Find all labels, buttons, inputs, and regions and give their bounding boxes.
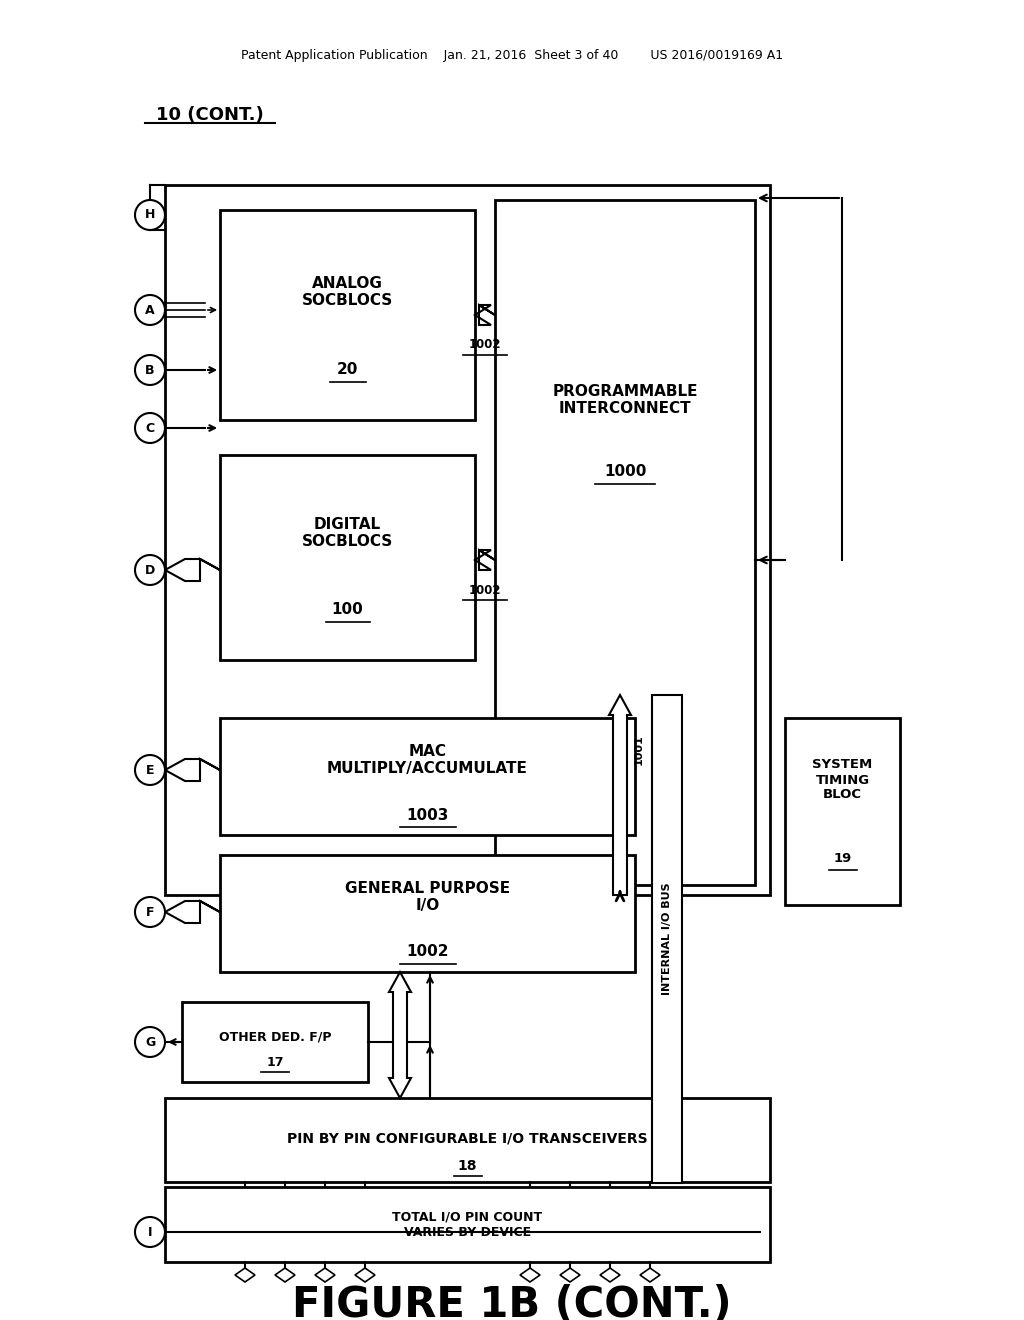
Text: 19: 19 bbox=[834, 851, 852, 865]
Text: SYSTEM
TIMING
BLOC: SYSTEM TIMING BLOC bbox=[812, 759, 872, 801]
Text: DIGITAL
SOCBLOCS: DIGITAL SOCBLOCS bbox=[302, 517, 393, 549]
Text: B: B bbox=[145, 363, 155, 376]
Circle shape bbox=[135, 755, 165, 785]
Text: I: I bbox=[147, 1225, 153, 1238]
Text: Patent Application Publication    Jan. 21, 2016  Sheet 3 of 40        US 2016/00: Patent Application Publication Jan. 21, … bbox=[241, 49, 783, 62]
Text: PIN BY PIN CONFIGURABLE I/O TRANSCEIVERS: PIN BY PIN CONFIGURABLE I/O TRANSCEIVERS bbox=[287, 1131, 648, 1144]
Bar bbox=[220, 455, 475, 660]
Text: H: H bbox=[144, 209, 156, 222]
Text: FIGURE 1B (CONT.): FIGURE 1B (CONT.) bbox=[292, 1284, 732, 1320]
Bar bbox=[652, 696, 682, 1183]
Circle shape bbox=[135, 355, 165, 385]
Polygon shape bbox=[560, 1269, 580, 1282]
Polygon shape bbox=[355, 1269, 375, 1282]
Text: 1003: 1003 bbox=[407, 808, 449, 822]
Polygon shape bbox=[609, 696, 631, 895]
Polygon shape bbox=[234, 1269, 255, 1282]
Text: 1001: 1001 bbox=[634, 735, 644, 766]
Circle shape bbox=[135, 898, 165, 927]
Bar bbox=[165, 1187, 770, 1262]
Bar bbox=[165, 1098, 770, 1181]
Bar bbox=[220, 718, 635, 836]
Text: GENERAL PURPOSE
I/O: GENERAL PURPOSE I/O bbox=[345, 880, 510, 913]
Text: 1000: 1000 bbox=[604, 465, 646, 479]
Polygon shape bbox=[475, 305, 495, 325]
Polygon shape bbox=[315, 1269, 335, 1282]
Bar bbox=[165, 185, 770, 895]
Polygon shape bbox=[640, 1269, 660, 1282]
Text: 100: 100 bbox=[332, 602, 364, 618]
Text: OTHER DED. F/P: OTHER DED. F/P bbox=[219, 1031, 331, 1044]
Circle shape bbox=[135, 294, 165, 325]
Text: 1002: 1002 bbox=[469, 583, 502, 597]
Text: ANALOG
SOCBLOCS: ANALOG SOCBLOCS bbox=[302, 276, 393, 308]
Polygon shape bbox=[520, 1269, 540, 1282]
Text: E: E bbox=[145, 763, 155, 776]
Text: 1002: 1002 bbox=[407, 945, 449, 960]
Text: D: D bbox=[144, 564, 155, 577]
Circle shape bbox=[135, 554, 165, 585]
Bar bbox=[220, 855, 635, 972]
Circle shape bbox=[135, 201, 165, 230]
Text: MAC
MULTIPLY/ACCUMULATE: MAC MULTIPLY/ACCUMULATE bbox=[327, 743, 528, 776]
Text: PROGRAMMABLE
INTERCONNECT: PROGRAMMABLE INTERCONNECT bbox=[552, 384, 697, 416]
Text: A: A bbox=[145, 304, 155, 317]
Circle shape bbox=[135, 1217, 165, 1247]
Polygon shape bbox=[389, 972, 411, 1098]
Text: 20: 20 bbox=[337, 363, 358, 378]
Text: G: G bbox=[144, 1035, 155, 1048]
Text: 18: 18 bbox=[458, 1159, 477, 1173]
Text: F: F bbox=[145, 906, 155, 919]
Polygon shape bbox=[275, 1269, 295, 1282]
Text: 17: 17 bbox=[266, 1056, 284, 1068]
Text: INTERNAL I/O BUS: INTERNAL I/O BUS bbox=[662, 883, 672, 995]
Bar bbox=[785, 718, 900, 906]
Text: 1002: 1002 bbox=[469, 338, 502, 351]
Polygon shape bbox=[165, 902, 220, 923]
Circle shape bbox=[135, 413, 165, 444]
Text: TOTAL I/O PIN COUNT
VARIES BY DEVICE: TOTAL I/O PIN COUNT VARIES BY DEVICE bbox=[392, 1210, 543, 1239]
Bar bbox=[220, 210, 475, 420]
Polygon shape bbox=[165, 759, 220, 781]
Bar bbox=[495, 201, 755, 884]
Text: 10 (CONT.): 10 (CONT.) bbox=[156, 106, 264, 124]
Polygon shape bbox=[600, 1269, 620, 1282]
Polygon shape bbox=[165, 558, 220, 581]
Bar bbox=[182, 1002, 368, 1082]
Circle shape bbox=[135, 1027, 165, 1057]
Polygon shape bbox=[475, 550, 495, 570]
Text: C: C bbox=[145, 421, 155, 434]
